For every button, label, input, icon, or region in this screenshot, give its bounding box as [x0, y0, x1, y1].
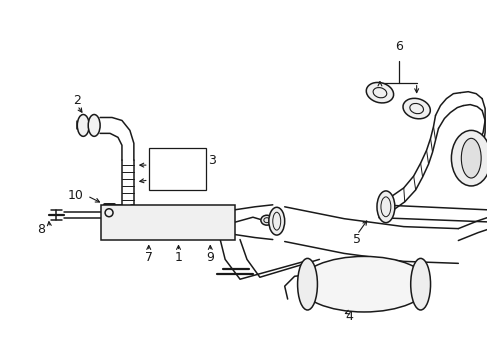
- Ellipse shape: [88, 114, 100, 136]
- Ellipse shape: [366, 82, 393, 103]
- Bar: [101, 205, 235, 239]
- Ellipse shape: [460, 138, 480, 178]
- Text: 5: 5: [352, 233, 360, 246]
- Ellipse shape: [268, 207, 284, 235]
- Ellipse shape: [402, 98, 429, 119]
- Ellipse shape: [299, 256, 427, 312]
- Text: 8: 8: [38, 223, 45, 236]
- Ellipse shape: [77, 114, 89, 136]
- Ellipse shape: [450, 130, 488, 186]
- Text: 2: 2: [73, 94, 81, 107]
- Text: 6: 6: [394, 40, 402, 53]
- Bar: [148, 148, 206, 190]
- Text: 1: 1: [174, 251, 182, 264]
- Ellipse shape: [410, 258, 429, 310]
- Text: 7: 7: [144, 251, 152, 264]
- Ellipse shape: [297, 258, 317, 310]
- Text: 9: 9: [206, 251, 214, 264]
- Text: 3: 3: [208, 154, 216, 167]
- Ellipse shape: [260, 215, 272, 225]
- Ellipse shape: [376, 191, 394, 223]
- Text: 10: 10: [67, 189, 83, 202]
- Text: 4: 4: [345, 310, 352, 323]
